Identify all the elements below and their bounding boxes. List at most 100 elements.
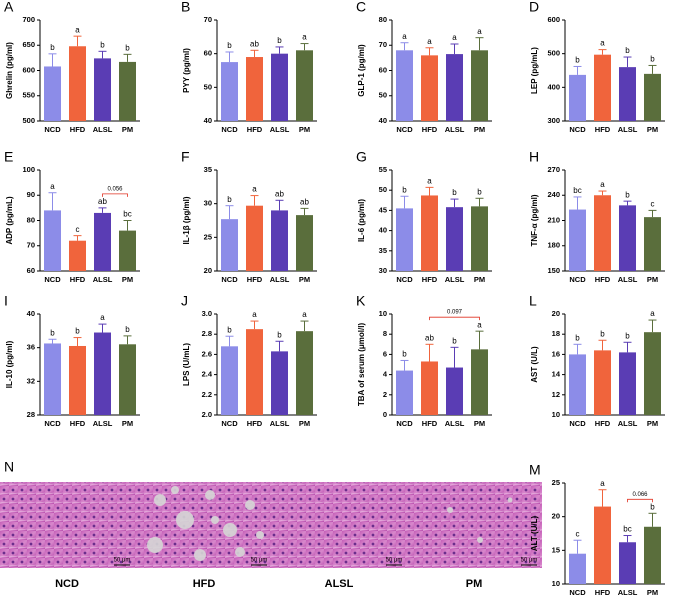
y-tick-label: 600 xyxy=(22,65,35,74)
bar-chart: B PYY (pg/ml) 40 50 60 70 b NCD ab HFD b ALSL a PM xyxy=(181,0,317,134)
y-axis-label: AST (U/L) xyxy=(530,346,539,383)
significance-letter: b xyxy=(125,43,130,52)
y-axis-label: IL-6 (pg/ml) xyxy=(357,199,366,242)
significance-letter: b xyxy=(277,36,282,45)
significance-letter: ab xyxy=(250,39,259,48)
y-tick-label: 2.2 xyxy=(202,390,212,399)
y-axis-label: GLP-1 (pg/ml) xyxy=(357,44,366,97)
y-axis-label: TNF-α (pg/ml) xyxy=(530,194,539,246)
significance-letter: b xyxy=(100,40,105,49)
histology-image xyxy=(272,482,407,568)
x-tick-label: HFD xyxy=(70,125,86,134)
bar xyxy=(471,50,488,121)
y-tick-label: 2 xyxy=(383,390,387,399)
x-tick-label: ALSL xyxy=(618,275,638,284)
y-tick-label: 50 xyxy=(379,91,387,100)
p-value: 0.066 xyxy=(632,492,648,498)
bar xyxy=(569,354,586,415)
bar xyxy=(446,54,463,121)
bar-chart: C GLP-1 (pg/ml) 40 50 60 70 80 a NCD a HFD a ALSL a PM xyxy=(356,0,492,134)
bar xyxy=(644,526,661,584)
y-tick-label: 10 xyxy=(379,309,387,318)
y-tick-label: 15 xyxy=(552,545,560,554)
x-tick-label: HFD xyxy=(422,419,438,428)
x-tick-label: ALSL xyxy=(618,125,638,134)
bar-chart: J LPS (U/mL) 2.0 2.2 2.4 2.6 2.8 3.0 b NCD a HFD b AL… xyxy=(181,293,317,428)
bar xyxy=(221,346,238,415)
bar xyxy=(94,58,111,121)
x-tick-label: HFD xyxy=(247,275,263,284)
y-tick-label: 0 xyxy=(383,410,387,419)
x-tick-label: HFD xyxy=(70,419,86,428)
y-tick-label: 30 xyxy=(204,199,212,208)
group-label: NCD xyxy=(55,578,79,590)
y-tick-label: 90 xyxy=(27,190,35,199)
x-tick-label: NCD xyxy=(396,125,413,134)
significance-letter: a xyxy=(252,310,257,319)
significance-letter: a xyxy=(100,313,105,322)
bar-chart: E ADP (pg/mL) 60 70 80 90 100 a NCD c HFD ab ALSL bc P… xyxy=(4,149,140,284)
x-tick-label: PM xyxy=(122,275,133,284)
x-tick-label: PM xyxy=(647,419,658,428)
y-tick-label: 2.8 xyxy=(202,329,212,338)
bar xyxy=(421,361,438,415)
y-tick-label: 180 xyxy=(547,241,560,250)
bar-chart: H TNF-α (pg/ml) 150 180 210 240 270 bc NCD a HFD b A… xyxy=(529,149,665,284)
bar xyxy=(69,46,86,122)
bar xyxy=(619,205,636,271)
significance-letter: c xyxy=(76,225,80,234)
significance-letter: a xyxy=(427,176,432,185)
x-tick-label: ALSL xyxy=(445,275,465,284)
bar-chart: A Ghrelin (pg/ml) 500 550 600 650 700 b NCD a HFD b… xyxy=(4,0,140,134)
y-tick-label: 40 xyxy=(379,226,387,235)
y-tick-label: 32 xyxy=(27,376,35,385)
bar-chart: D LEP (pg/mL) 300 400 500 600 b NCD a HFD b ALSL b PM xyxy=(529,0,665,134)
x-tick-label: ALSL xyxy=(270,419,290,428)
significance-letter: b xyxy=(452,188,457,197)
y-tick-label: 6 xyxy=(383,349,387,358)
bar xyxy=(396,370,413,415)
bar xyxy=(44,343,61,415)
significance-letter: b xyxy=(625,190,630,199)
bar-chart: M ALT (U/L) 10 15 20 25 c NCD a HFD bc ALSL b PM 0.066 xyxy=(529,462,665,597)
y-tick-label: 55 xyxy=(379,165,387,174)
x-tick-label: NCD xyxy=(396,275,413,284)
x-tick-label: PM xyxy=(122,125,133,134)
significance-letter: a xyxy=(427,37,432,46)
significance-letter: b xyxy=(575,56,580,65)
bar xyxy=(644,332,661,415)
y-tick-label: 70 xyxy=(27,241,35,250)
panel-letter: F xyxy=(181,149,190,165)
bar xyxy=(271,351,288,415)
y-tick-label: 30 xyxy=(379,266,387,275)
x-tick-label: HFD xyxy=(595,275,611,284)
significance-letter: b xyxy=(402,350,407,359)
x-tick-label: PM xyxy=(474,419,485,428)
significance-letter: a xyxy=(452,33,457,42)
bar xyxy=(69,240,86,271)
bar xyxy=(119,61,136,121)
scale-bar-label: 50 μm xyxy=(114,558,131,564)
x-tick-label: PM xyxy=(299,275,310,284)
significance-letter: ab xyxy=(425,333,434,342)
lipid-droplets xyxy=(147,486,513,561)
y-tick-label: 50 xyxy=(379,185,387,194)
x-tick-label: HFD xyxy=(247,419,263,428)
significance-letter: c xyxy=(576,529,580,538)
panel-letter: E xyxy=(4,149,13,165)
bar xyxy=(271,210,288,271)
bar xyxy=(594,350,611,415)
panel-letter: L xyxy=(529,293,537,309)
panel-letter: M xyxy=(529,462,541,478)
x-tick-label: ALSL xyxy=(270,275,290,284)
bar xyxy=(569,209,586,271)
x-tick-label: HFD xyxy=(595,588,611,597)
bar xyxy=(421,195,438,271)
x-tick-label: PM xyxy=(299,419,310,428)
x-tick-label: NCD xyxy=(569,419,586,428)
significance-letter: a xyxy=(600,479,605,488)
y-tick-label: 20 xyxy=(204,266,212,275)
significance-bracket xyxy=(102,193,128,197)
y-tick-label: 18 xyxy=(552,329,560,338)
x-tick-label: PM xyxy=(299,125,310,134)
